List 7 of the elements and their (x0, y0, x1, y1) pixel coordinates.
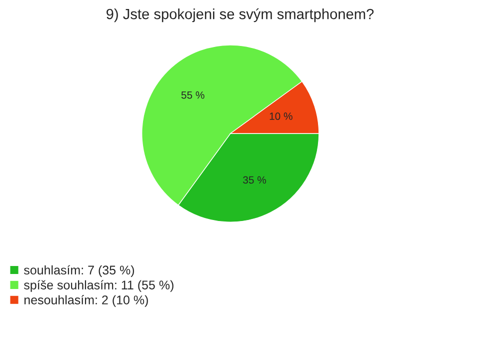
data-label: 35 % (243, 176, 266, 184)
data-label: 10 % (270, 112, 292, 120)
legend-label: souhlasím: 7 (35 %) (24, 265, 134, 277)
data-label: 55 % (181, 91, 204, 99)
legend-label: nesouhlasím: 2 (10 %) (24, 295, 148, 307)
chart-title: 9) Jste spokojeni se svým smartphonem? (106, 8, 374, 22)
legend-label: spíše souhlasím: 11 (55 %) (24, 280, 174, 292)
